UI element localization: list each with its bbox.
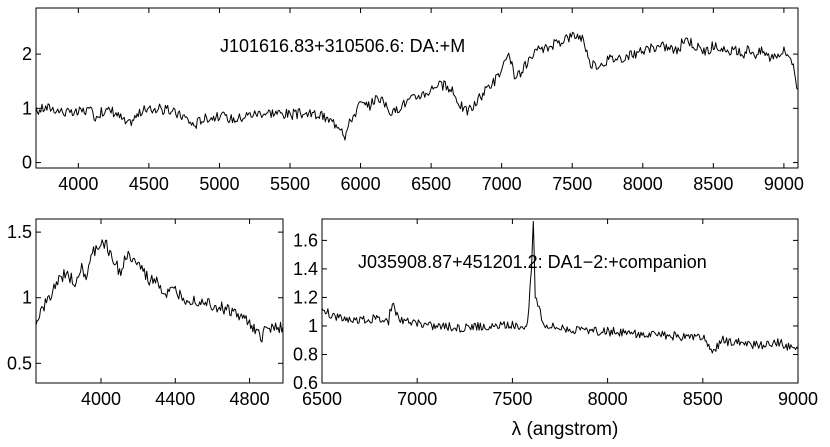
axes-frame xyxy=(321,218,799,384)
panel-3: 6500 7000 7500 8000 8500 9000 0.6 0.8 1 1.2 1.4 1.6… xyxy=(293,218,818,440)
y-tick-label: 1 xyxy=(22,288,32,308)
x-tick-label: 6500 xyxy=(302,389,342,409)
axes-frame xyxy=(35,218,284,384)
x-tick-label: 7000 xyxy=(397,389,437,409)
y-tick-label: 2 xyxy=(22,44,32,64)
y-tick-label: 1 xyxy=(22,98,32,118)
panel-title: J035908.87+451201.2: DA1−2:+companion xyxy=(358,252,707,272)
axes-frame xyxy=(35,7,799,169)
y-tick-label: 1.2 xyxy=(293,287,318,307)
spectrum-line xyxy=(321,220,799,354)
x-tick-label: 6000 xyxy=(341,174,381,194)
x-tick-label: 4000 xyxy=(58,174,98,194)
x-tick-label: 4500 xyxy=(129,174,169,194)
y-tick-label: 1.6 xyxy=(293,230,318,250)
x-tick-label: 5000 xyxy=(199,174,239,194)
x-tick-label: 8500 xyxy=(693,174,733,194)
spectrum-line xyxy=(35,239,284,343)
x-tick-label: 7000 xyxy=(482,174,522,194)
x-axis-label: λ (angstrom) xyxy=(512,419,619,440)
x-tick-label: 5500 xyxy=(270,174,310,194)
y-tick-label: 0 xyxy=(22,153,32,173)
x-tick-label: 4000 xyxy=(81,389,121,409)
x-tick-label: 4400 xyxy=(155,389,195,409)
panel-title: J101616.83+310506.6: DA:+M xyxy=(220,36,465,56)
panel-2: 4000 4400 4800 0.5 1 1.5 xyxy=(7,218,284,409)
panel-1: 4000 4500 5000 5500 6000 6500 7000 7500 8000 8500… xyxy=(22,7,804,194)
x-tick-label: 6500 xyxy=(411,174,451,194)
x-tick-label: 7500 xyxy=(492,389,532,409)
x-tick-label: 8000 xyxy=(623,174,663,194)
y-tick-label: 1 xyxy=(308,316,318,336)
y-tick-label: 0.8 xyxy=(293,344,318,364)
x-tick-label: 9000 xyxy=(764,174,804,194)
x-tick-label: 4800 xyxy=(230,389,270,409)
x-tick-label: 9000 xyxy=(778,389,818,409)
y-tick-label: 0.6 xyxy=(293,373,318,393)
y-tick-label: 0.5 xyxy=(7,353,32,373)
x-tick-label: 8500 xyxy=(683,389,723,409)
spectrum-line xyxy=(35,31,799,141)
x-tick-label: 8000 xyxy=(588,389,628,409)
x-tick-label: 7500 xyxy=(552,174,592,194)
y-tick-label: 1.5 xyxy=(7,222,32,242)
y-tick-label: 1.4 xyxy=(293,259,318,279)
